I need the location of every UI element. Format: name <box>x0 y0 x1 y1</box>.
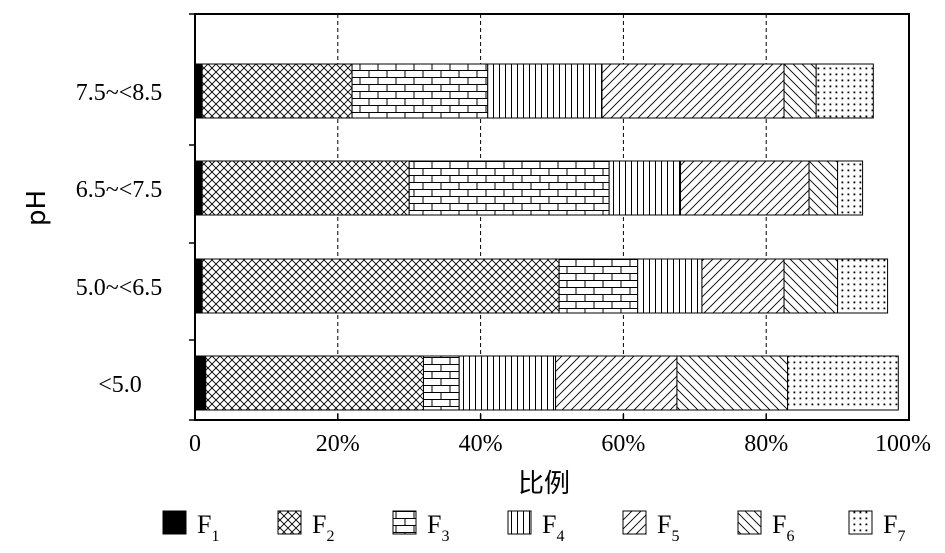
bar-segment-2-f4 <box>608 160 682 216</box>
legend-label-f7: F7 <box>883 510 905 545</box>
bar-segment-4-f4 <box>458 355 557 411</box>
legend-swatch-f5 <box>622 510 647 535</box>
bar-segment-1-f1 <box>194 63 203 119</box>
bar-segment-1-f4 <box>487 63 603 119</box>
bar-segment-2-f5 <box>680 160 810 216</box>
bar-segment-3-f7 <box>837 258 889 314</box>
bar-segment-2-f2 <box>201 160 410 216</box>
bars <box>194 63 899 411</box>
bar-segment-4-f5 <box>555 355 678 411</box>
bar-segment-1-f6 <box>783 63 817 119</box>
bar-segment-4-f7 <box>787 355 899 411</box>
legend-swatch-f2 <box>277 510 302 535</box>
bar-segment-3-f4 <box>637 258 703 314</box>
legend-swatch-f7 <box>848 510 873 535</box>
bar-segment-2-f3 <box>408 160 610 216</box>
bar-segment-4-f2 <box>205 355 424 411</box>
y-tick-label-3: 5.0~<6.5 <box>76 275 163 301</box>
legend-label-f3: F3 <box>427 510 449 545</box>
y-tick-label-4: <5.0 <box>98 372 142 398</box>
bar-segment-1-f3 <box>351 63 489 119</box>
x-axis-title: 比例 <box>518 469 570 499</box>
plot-frame <box>194 13 910 421</box>
grid <box>337 14 767 420</box>
bar-segment-4-f3 <box>422 355 460 411</box>
y-tick-labels: 7.5~<8.5 6.5~<7.5 5.0~<6.5 <5.0 <box>76 80 163 398</box>
bar-segment-2-f6 <box>808 160 839 216</box>
bar-segment-1-f2 <box>201 63 353 119</box>
legend-label-f5: F5 <box>657 510 679 545</box>
x-tick-label-5: 100% <box>875 431 931 457</box>
legend-swatch-f4 <box>507 510 532 535</box>
legend-swatch-f1 <box>162 510 187 535</box>
legend-label-f1: F1 <box>197 510 219 545</box>
legend-swatch-f6 <box>737 510 762 535</box>
x-tick-label-2: 40% <box>459 431 503 457</box>
y-axis-title: pH <box>22 190 52 226</box>
legend-swatch-f3 <box>392 510 417 535</box>
bar-segment-4-f1 <box>194 355 207 411</box>
legend-label-f6: F6 <box>772 510 794 545</box>
x-tick-labels: 0 20% 40% 60% 80% 100% <box>189 431 931 457</box>
x-tick-label-1: 20% <box>316 431 360 457</box>
bar-segment-4-f6 <box>676 355 789 411</box>
legend-label-f4: F4 <box>542 510 564 545</box>
legend: F1 F2 F3 F4 F5 F6 F7 <box>162 510 905 545</box>
bar-segment-1-f5 <box>601 63 785 119</box>
y-tick-label-1: 7.5~<8.5 <box>76 80 163 106</box>
x-tick-label-3: 60% <box>601 431 645 457</box>
bar-segment-3-f5 <box>701 258 785 314</box>
bar-segment-1-f7 <box>815 63 874 119</box>
bar-segment-3-f6 <box>783 258 839 314</box>
bar-segment-2-f1 <box>194 160 203 216</box>
bar-segment-3-f1 <box>194 258 203 314</box>
x-tick-label-4: 80% <box>744 431 788 457</box>
x-tick-label-0: 0 <box>189 431 201 457</box>
y-tick-label-2: 6.5~<7.5 <box>76 177 163 203</box>
legend-label-f2: F2 <box>312 510 334 545</box>
axes <box>189 13 910 421</box>
bar-segment-2-f7 <box>837 160 864 216</box>
bar-segment-3-f2 <box>201 258 560 314</box>
bar-segment-3-f3 <box>558 258 639 314</box>
